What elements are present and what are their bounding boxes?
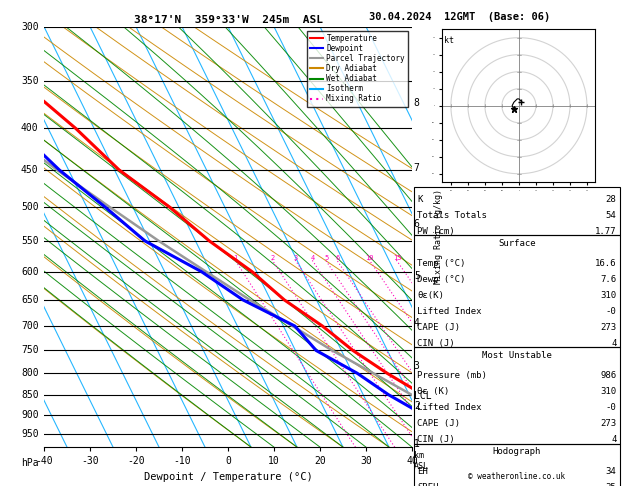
Text: EH: EH [417,467,428,476]
Text: 15: 15 [392,255,401,261]
Text: hPa: hPa [21,458,38,468]
Text: 28: 28 [606,194,616,204]
Text: 10: 10 [365,255,374,261]
Text: 350: 350 [21,76,38,86]
Text: 1.77: 1.77 [595,226,616,236]
Text: 273: 273 [600,323,616,332]
Text: Lifted Index: Lifted Index [417,307,482,316]
Text: 1: 1 [414,438,420,449]
Text: kt: kt [444,36,454,45]
Text: 500: 500 [21,202,38,212]
Text: 400: 400 [21,123,38,133]
Text: 34: 34 [606,467,616,476]
Text: 310: 310 [600,291,616,300]
Text: 2: 2 [270,255,275,261]
Text: 600: 600 [21,267,38,277]
Text: 3: 3 [414,361,420,371]
Text: 4: 4 [611,339,616,348]
Text: 800: 800 [21,368,38,378]
Text: 4: 4 [311,255,314,261]
Text: Totals Totals: Totals Totals [417,210,487,220]
Text: 700: 700 [21,321,38,331]
Text: PW (cm): PW (cm) [417,226,455,236]
Text: 2: 2 [414,401,420,411]
Text: 3: 3 [294,255,298,261]
Text: 7.6: 7.6 [600,275,616,284]
X-axis label: Dewpoint / Temperature (°C): Dewpoint / Temperature (°C) [143,472,313,482]
Text: LCL: LCL [414,391,431,401]
Text: CAPE (J): CAPE (J) [417,323,460,332]
Text: 750: 750 [21,346,38,355]
Text: Mixing Ratio (g/kg): Mixing Ratio (g/kg) [434,190,443,284]
Text: km
ASL: km ASL [414,451,429,471]
Text: SREH: SREH [417,483,438,486]
Text: 35: 35 [606,483,616,486]
Text: 650: 650 [21,295,38,305]
Text: 30.04.2024  12GMT  (Base: 06): 30.04.2024 12GMT (Base: 06) [369,12,550,22]
Text: -0: -0 [606,403,616,412]
Text: 1: 1 [233,255,238,261]
Text: 8: 8 [414,98,420,108]
Text: 16.6: 16.6 [595,259,616,268]
Text: 7: 7 [414,163,420,173]
Text: 4: 4 [611,435,616,444]
Text: Surface: Surface [498,239,535,248]
Text: 4: 4 [414,317,420,328]
Text: Dewp (°C): Dewp (°C) [417,275,465,284]
Text: 6: 6 [335,255,340,261]
Text: Temp (°C): Temp (°C) [417,259,465,268]
Text: Lifted Index: Lifted Index [417,403,482,412]
Text: -0: -0 [606,307,616,316]
Text: 850: 850 [21,390,38,399]
Text: 5: 5 [324,255,328,261]
Text: CIN (J): CIN (J) [417,339,455,348]
Text: CAPE (J): CAPE (J) [417,419,460,428]
Text: 450: 450 [21,165,38,175]
Text: Hodograph: Hodograph [493,447,541,456]
Text: 900: 900 [21,410,38,420]
Title: 38°17'N  359°33'W  245m  ASL: 38°17'N 359°33'W 245m ASL [133,15,323,25]
Text: 986: 986 [600,371,616,380]
Text: Most Unstable: Most Unstable [482,351,552,360]
Text: 300: 300 [21,22,38,32]
Text: 54: 54 [606,210,616,220]
Legend: Temperature, Dewpoint, Parcel Trajectory, Dry Adiabat, Wet Adiabat, Isotherm, Mi: Temperature, Dewpoint, Parcel Trajectory… [306,31,408,106]
Text: 6: 6 [414,220,420,229]
Text: Pressure (mb): Pressure (mb) [417,371,487,380]
Text: 310: 310 [600,387,616,396]
Text: 273: 273 [600,419,616,428]
Text: CIN (J): CIN (J) [417,435,455,444]
Text: K: K [417,194,423,204]
Text: θε(K): θε(K) [417,291,444,300]
Text: © weatheronline.co.uk: © weatheronline.co.uk [468,472,565,481]
Text: 950: 950 [21,429,38,439]
Text: 550: 550 [21,236,38,246]
Text: 5: 5 [414,271,420,281]
Text: θε (K): θε (K) [417,387,449,396]
